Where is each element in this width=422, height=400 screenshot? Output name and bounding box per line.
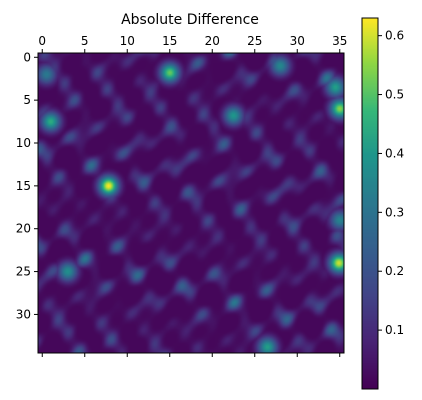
- colorbar-gradient: [362, 18, 378, 389]
- y-axis: 0 5 10 15 20 25 30: [16, 50, 38, 321]
- colorbar-tick-label: 0.3: [385, 205, 404, 219]
- x-tick-label: 0: [38, 34, 46, 48]
- y-tick-label: 5: [23, 93, 31, 107]
- colorbar-tick-label: 0.2: [385, 264, 404, 278]
- x-tick-label: 15: [162, 34, 177, 48]
- x-tick-label: 30: [290, 34, 305, 48]
- colorbar: 0.1 0.2 0.3 0.4 0.5 0.6: [361, 17, 404, 390]
- colorbar-tick-label: 0.6: [385, 29, 404, 43]
- y-tick-label: 25: [16, 265, 31, 279]
- colorbar-tick-label: 0.4: [385, 146, 404, 160]
- chart-title: Absolute Difference: [121, 12, 259, 28]
- y-tick-label: 30: [16, 307, 31, 321]
- y-tick-label: 0: [23, 50, 31, 64]
- heatmap-plot: 0 5 10 15 20 25 30 35 0 5 10 15 20 25 30: [16, 34, 347, 357]
- x-tick-label: 35: [332, 34, 347, 48]
- colorbar-tick-label: 0.5: [385, 88, 404, 102]
- colorbar-frame: [361, 17, 379, 390]
- x-axis: 0 5 10 15 20 25 30 35: [38, 34, 347, 357]
- colorbar-tick-label: 0.1: [385, 323, 404, 337]
- y-tick-label: 15: [16, 179, 31, 193]
- y-tick-label: 20: [16, 222, 31, 236]
- x-tick-label: 5: [81, 34, 89, 48]
- colorbar-axis: 0.1 0.2 0.3 0.4 0.5 0.6: [378, 29, 404, 337]
- y-tick-label: 10: [16, 136, 31, 150]
- x-tick-label: 10: [120, 34, 135, 48]
- heatmap-image: [38, 53, 344, 353]
- x-tick-label: 20: [205, 34, 220, 48]
- plot-frame: [37, 52, 345, 354]
- x-tick-label: 25: [247, 34, 262, 48]
